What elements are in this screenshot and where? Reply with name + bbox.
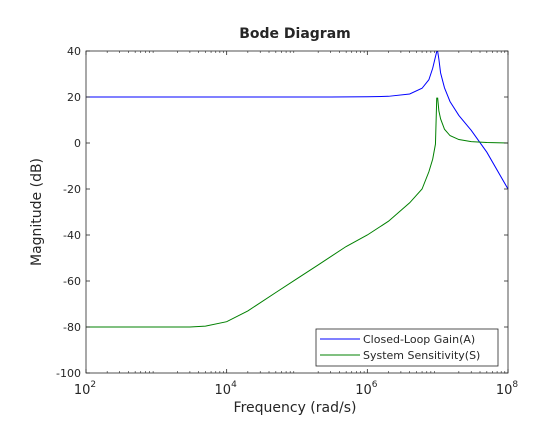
y-tick-label: 20 — [67, 91, 81, 104]
legend-label-closed-loop-gain: Closed-Loop Gain(A) — [363, 333, 475, 346]
axes-background — [86, 51, 508, 373]
y-tick-label: -40 — [63, 229, 81, 242]
legend-label-system-sensitivity: System Sensitivity(S) — [363, 349, 480, 362]
y-tick-label: 0 — [74, 137, 81, 150]
legend: Closed-Loop Gain(A) System Sensitivity(S… — [315, 328, 499, 367]
axes-box — [85, 50, 509, 374]
y-tick-label: 40 — [67, 45, 81, 58]
y-axis-ticks: 40 20 0 -20 -40 -60 -80 -100 — [56, 45, 508, 380]
series-layer — [86, 50, 509, 328]
x-axis-label: Frequency (rad/s) — [234, 400, 357, 416]
x-tick-exponent: 8 — [512, 380, 518, 390]
x-tick-exponent: 2 — [90, 380, 96, 390]
x-tick-exponent: 6 — [372, 380, 378, 390]
y-tick-label: -80 — [63, 321, 81, 334]
series-line-1 — [86, 97, 509, 328]
series-line-0 — [86, 50, 509, 190]
x-tick-exponent: 4 — [231, 380, 237, 390]
y-tick-label: -60 — [63, 275, 81, 288]
y-axis-label: Magnitude (dB) — [29, 158, 45, 266]
y-tick-label: -100 — [56, 367, 81, 380]
legend-box — [315, 328, 499, 367]
y-tick-label: -20 — [63, 183, 81, 196]
chart-title: Bode Diagram — [239, 26, 351, 42]
